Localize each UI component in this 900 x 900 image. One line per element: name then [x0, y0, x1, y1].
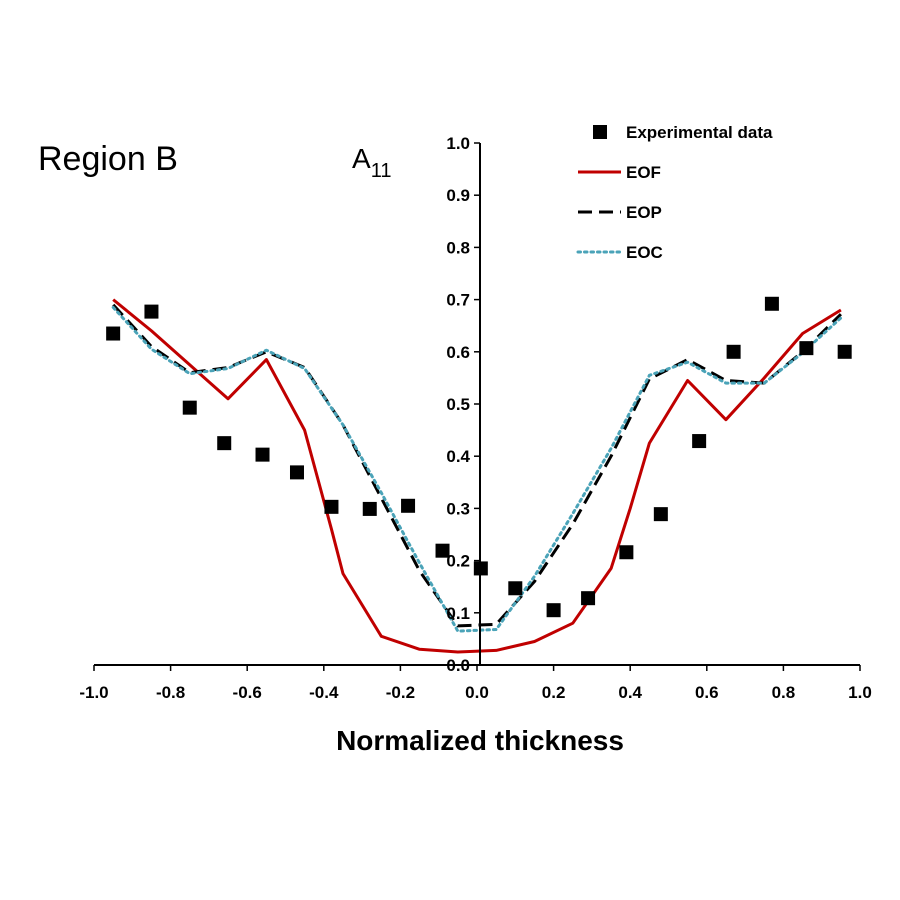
- x-axis-label: Normalized thickness: [336, 725, 624, 756]
- legend-label-eoc: EOC: [626, 243, 663, 262]
- y-tick-label: 0.7: [446, 291, 470, 310]
- x-tick-label: 0.2: [542, 683, 566, 702]
- data-point-experimental: [217, 436, 232, 451]
- x-tick-label: -0.4: [309, 683, 339, 702]
- data-point-experimental: [546, 603, 561, 618]
- series-line-eof: [112, 298, 842, 654]
- data-point-experimental: [362, 501, 377, 516]
- series-line-eop: [112, 303, 842, 628]
- data-point-experimental: [837, 344, 852, 359]
- x-axis-ticks: -1.0 -0.8 -0.6 -0.4 -0.2 0.0 0.2 0.4 0.6 0.8 1.0: [79, 665, 872, 702]
- data-point-experimental: [182, 400, 197, 415]
- x-tick-label: 0.4: [618, 683, 642, 702]
- y-tick-label: 0.6: [446, 343, 470, 362]
- data-point-experimental: [144, 304, 159, 319]
- data-point-experimental: [619, 545, 634, 560]
- data-point-experimental: [764, 296, 779, 311]
- y-axis-label-main: A: [352, 143, 371, 174]
- data-point-experimental: [799, 341, 814, 356]
- data-point-experimental: [653, 507, 668, 522]
- legend: Experimental data EOF EOP EOC: [576, 123, 773, 262]
- y-tick-label: 0.2: [446, 552, 470, 571]
- data-point-experimental: [255, 447, 270, 462]
- y-tick-label: 0.4: [446, 447, 470, 466]
- legend-label-eof: EOF: [626, 163, 661, 182]
- panel-label: Region B: [38, 140, 178, 178]
- data-point-experimental: [508, 581, 523, 596]
- data-point-experimental: [289, 465, 304, 480]
- legend-marker-experimental-data: [593, 125, 607, 139]
- x-tick-label: -0.8: [156, 683, 185, 702]
- y-tick-label: 0.5: [446, 395, 470, 414]
- data-point-experimental: [726, 344, 741, 359]
- x-tick-label: 0.8: [772, 683, 796, 702]
- series-layer: [106, 296, 852, 654]
- y-axis-label: A11: [352, 143, 391, 182]
- y-tick-label: 0.8: [446, 238, 470, 257]
- series-line-eoc: [111, 305, 843, 633]
- y-tick-label: 0.0: [446, 656, 470, 675]
- y-axis-label-subscript: 11: [371, 160, 392, 182]
- data-point-experimental: [324, 499, 339, 514]
- y-tick-label: 0.1: [446, 604, 470, 623]
- y-tick-label: 1.0: [446, 134, 470, 153]
- data-point-experimental: [106, 326, 121, 341]
- x-tick-label: -0.6: [233, 683, 262, 702]
- legend-label-experimental-data: Experimental data: [626, 123, 773, 142]
- legend-label-eop: EOP: [626, 203, 662, 222]
- x-tick-label: 0.0: [465, 683, 489, 702]
- plot-area: -1.0 -0.8 -0.6 -0.4 -0.2 0.0 0.2 0.4 0.6 0.8 1.0 0…: [79, 134, 871, 702]
- data-point-experimental: [692, 434, 707, 449]
- data-point-experimental: [581, 591, 596, 606]
- y-axis-ticks: 0.0 0.1 0.2 0.3 0.4 0.5 0.6 0.7 0.8 0.9 1.0: [446, 134, 480, 675]
- x-tick-label: 0.6: [695, 683, 719, 702]
- data-point-experimental: [435, 543, 450, 558]
- x-tick-label: 1.0: [848, 683, 872, 702]
- x-tick-label: -1.0: [79, 683, 108, 702]
- y-tick-label: 0.3: [446, 499, 470, 518]
- x-tick-label: -0.2: [386, 683, 415, 702]
- data-point-experimental: [401, 498, 416, 513]
- y-tick-label: 0.9: [446, 186, 470, 205]
